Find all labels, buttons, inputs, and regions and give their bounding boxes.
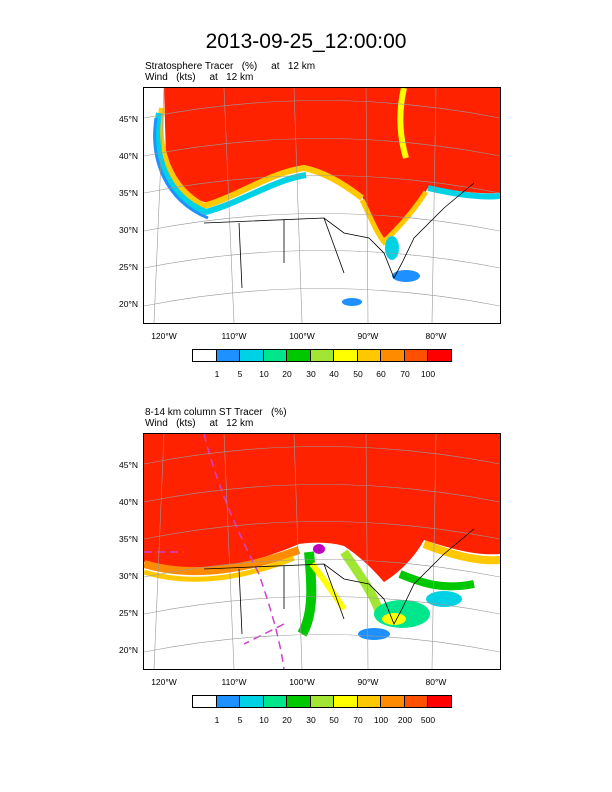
panel-1-map [143,87,501,324]
panel-2-colorbar-label: 20 [282,715,292,725]
panel-1-colorbar-label: 30 [306,369,316,379]
panel-2-colorbar [192,695,452,708]
panel-1-colorbar-swatch [310,350,335,361]
panel-2-lat-label: 40°N [119,497,138,507]
panel-2-colorbar-swatch [381,696,405,707]
panel-2-colorbar-swatch [404,696,429,707]
panel-1-lon-label: 110°W [221,331,247,341]
panel-1-colorbar-swatch [287,350,311,361]
panel-2-colorbar-label: 100 [373,715,389,725]
panel-1-colorbar-swatch [381,350,405,361]
panel-2-colorbar-swatch [287,696,311,707]
panel-1-colorbar-swatch [404,350,429,361]
panel-1-colorbar-swatch [216,350,241,361]
panel-1-colorbar [192,349,452,362]
panel-2-lat-label: 30°N [119,571,138,581]
panel-1-lon-label: 80°W [425,331,447,341]
panel-1-lat-label: 30°N [119,225,138,235]
panel-2-colorbar-swatch [263,696,288,707]
panel-1-colorbar-label: 100 [420,369,436,379]
panel-2-colorbar-swatch [193,696,217,707]
panel-2-colorbar-swatch [428,696,452,707]
panel-2-colorbar-label: 50 [329,715,339,725]
figure-title: 2013-09-25_12:00:00 [205,30,407,53]
panel-2-colorbar-label: 5 [237,715,243,725]
panel-2-lat-label: 45°N [119,460,138,470]
panel-1-colorbar-swatch [263,350,288,361]
panel-1-caption-line-1: Stratosphere Tracer (%) at 12 km [145,61,316,72]
panel-1-colorbar-label: 1 [214,369,220,379]
panel-2-colorbar-label: 30 [306,715,316,725]
panel-1-colorbar-label: 50 [353,369,363,379]
panel-2-colorbar-swatch [240,696,264,707]
panel-2-lon-label: 100°W [289,677,315,687]
panel-2-lon-label: 120°W [151,677,177,687]
panel-1-lon-label: 90°W [357,331,379,341]
panel-1-caption-line-2: Wind (kts) at 12 km [145,72,254,83]
panel-1-colorbar-label: 40 [329,369,339,379]
panel-2-colorbar-swatch [310,696,335,707]
panel-1-lon-label: 100°W [289,331,315,341]
panel-2-map [143,433,501,670]
panel-2-colorbar-label: 200 [397,715,413,725]
panel-1-lat-label: 45°N [119,114,138,124]
panel-2-colorbar-swatch [334,696,358,707]
panel-1-colorbar-swatch [193,350,217,361]
panel-1-map-canvas [144,88,500,323]
panel-2-colorbar-label: 500 [420,715,436,725]
panel-2-caption-line-2: Wind (kts) at 12 km [145,418,254,429]
panel-2-map-canvas [144,434,500,669]
panel-2-lon-label: 80°W [425,677,447,687]
panel-1-lat-label: 20°N [119,299,138,309]
panel-2-colorbar-label: 70 [353,715,363,725]
panel-1-colorbar-swatch [334,350,358,361]
panel-1-colorbar-label: 70 [400,369,410,379]
panel-2-lat-label: 25°N [119,608,138,618]
panel-2-caption-line-1: 8-14 km column ST Tracer (%) [145,407,287,418]
panel-1-colorbar-label: 20 [282,369,292,379]
panel-1-lat-label: 35°N [119,188,138,198]
panel-2-lat-label: 20°N [119,645,138,655]
panel-1-colorbar-swatch [428,350,452,361]
panel-1-colorbar-swatch [357,350,382,361]
panel-2-lat-label: 35°N [119,534,138,544]
panel-2-lon-label: 90°W [357,677,379,687]
panel-1-colorbar-swatch [240,350,264,361]
panel-1-lat-label: 40°N [119,151,138,161]
panel-1-colorbar-label: 10 [259,369,269,379]
panel-1-colorbar-label: 5 [237,369,243,379]
panel-2-lon-label: 110°W [221,677,247,687]
panel-1-lon-label: 120°W [151,331,177,341]
panel-1-lat-label: 25°N [119,262,138,272]
panel-1-colorbar-label: 60 [376,369,386,379]
panel-2-colorbar-label: 1 [214,715,220,725]
panel-2-colorbar-label: 10 [259,715,269,725]
panel-2-colorbar-swatch [216,696,241,707]
panel-2-colorbar-swatch [357,696,382,707]
